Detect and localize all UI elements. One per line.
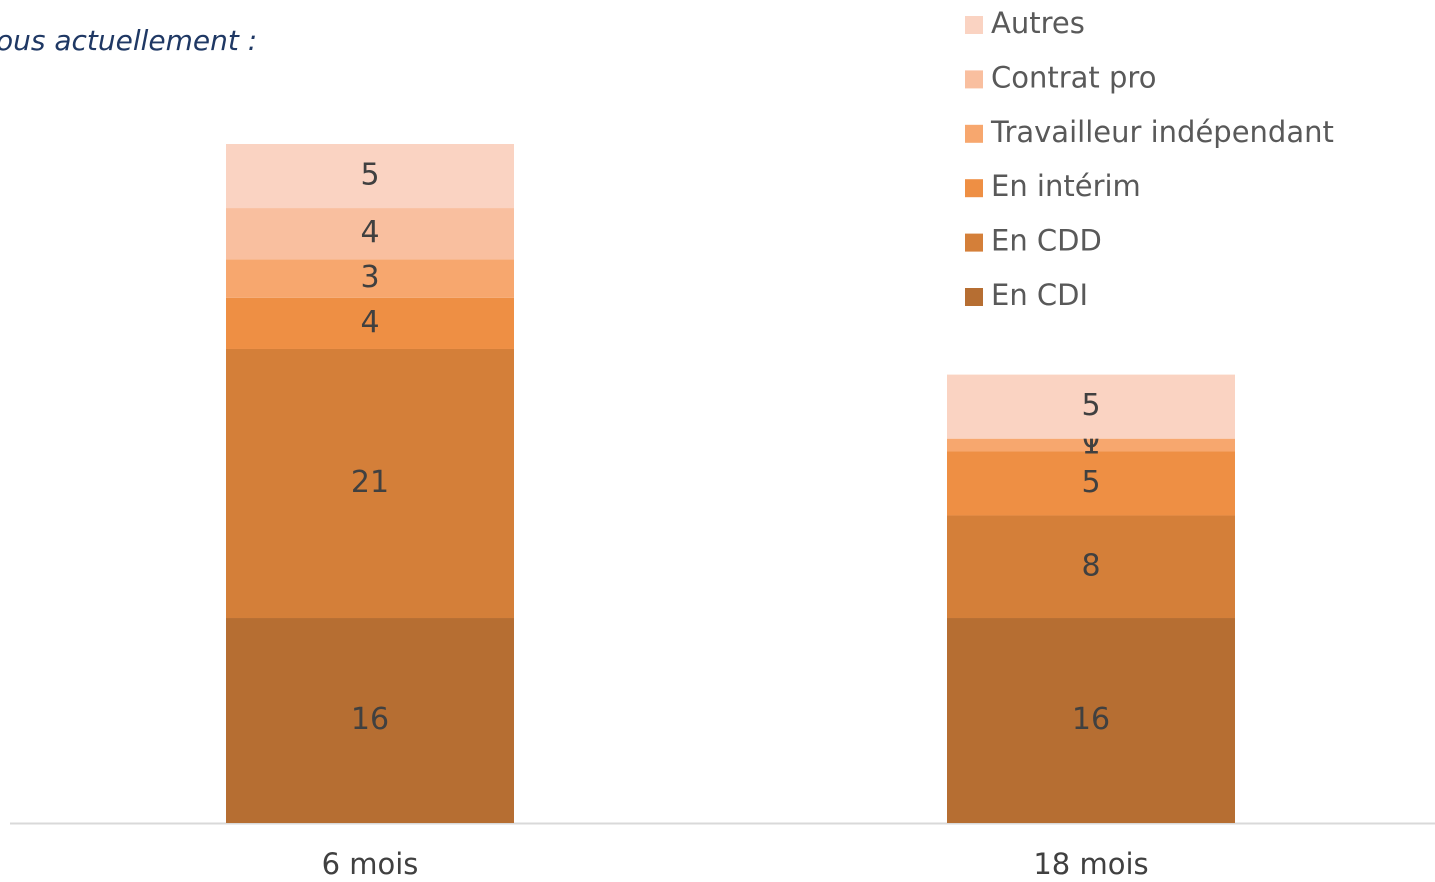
bar-segment <box>226 208 514 260</box>
legend-swatch <box>965 179 983 198</box>
x-tick-label: 6 mois <box>322 847 419 881</box>
bar-segment <box>947 374 1235 439</box>
bar-segment <box>947 618 1235 823</box>
bar-segment <box>947 451 1235 516</box>
legend-label: En intérim <box>991 169 1141 203</box>
data-label: 4 <box>360 215 379 250</box>
data-label: 5 <box>1081 388 1100 423</box>
legend-swatch <box>965 70 983 89</box>
bar-segment <box>226 618 514 823</box>
bar-segment <box>226 297 514 349</box>
data-label: 8 <box>1081 548 1100 583</box>
legend-label: En CDI <box>991 278 1088 312</box>
legend-swatch <box>965 233 983 252</box>
data-label: 21 <box>351 465 389 500</box>
data-label: 16 <box>351 702 389 737</box>
legend-swatch <box>965 16 983 34</box>
legend-label: Travailleur indépendant <box>990 115 1334 149</box>
legend-label: Contrat pro <box>991 60 1156 94</box>
data-label: 5 <box>1081 465 1100 500</box>
legend-label: Autres <box>991 6 1085 40</box>
bar-segment <box>947 515 1235 619</box>
legend-swatch <box>965 124 983 143</box>
data-label: 16 <box>1072 702 1110 737</box>
bar-segment <box>226 348 514 619</box>
legend-swatch <box>965 288 983 306</box>
bar-segment <box>226 144 514 209</box>
data-label: 4 <box>360 305 379 340</box>
legend-label: En CDD <box>991 224 1102 258</box>
bar-segment <box>947 438 1235 452</box>
data-label: 3 <box>360 260 379 295</box>
chart-title: ous actuellement : <box>0 24 257 57</box>
data-label: 5 <box>360 158 379 193</box>
bar-segment <box>226 259 514 298</box>
x-tick-label: 18 mois <box>1033 847 1148 881</box>
